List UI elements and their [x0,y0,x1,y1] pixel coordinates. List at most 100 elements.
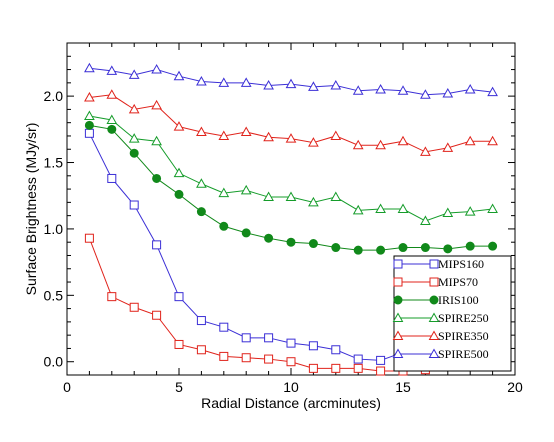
series-line [89,124,493,251]
legend-label: MIPS70 [438,275,478,289]
data-point [376,366,386,376]
data-point [488,241,498,251]
data-point [442,87,454,98]
data-point [331,345,341,355]
data-point [84,128,94,138]
legend-marker [393,295,403,305]
data-point [308,81,319,91]
data-point [84,91,95,102]
x-tick-label: 20 [507,379,523,395]
data-point [464,83,476,94]
y-tick-label: 0.0 [44,354,64,370]
data-point [263,79,274,90]
data-point [398,243,408,253]
data-point [129,148,139,158]
data-point [285,191,297,202]
legend: MIPS160 MIPS70 IRIS100 SPIRE250 SPIRE350 SPIR… [392,255,512,372]
data-point [397,135,409,146]
legend-label: MIPS160 [438,257,484,271]
data-point [420,146,431,156]
data-point [241,228,251,238]
legend-marker [392,348,404,358]
data-point [420,215,431,225]
data-point [308,363,318,373]
data-point [106,89,118,99]
data-point [331,363,341,373]
data-point [352,85,364,95]
data-point [353,363,363,373]
data-point [308,239,318,249]
data-point [442,142,454,152]
data-point [263,191,274,202]
data-point [196,345,206,355]
data-point [420,243,430,253]
series-line [89,94,493,153]
x-tick-label: 5 [175,379,183,395]
data-point [151,99,162,110]
y-axis-title: Surface Brightness (MJy/sr) [23,123,39,296]
data-point [308,341,318,351]
data-point [84,62,95,73]
data-point [264,333,274,343]
legend-marker [429,295,439,305]
data-point [375,203,386,213]
data-point [196,207,206,217]
series-spire350 [84,89,498,156]
data-point [241,353,251,363]
data-point [352,204,364,215]
x-tick-label: 10 [283,379,299,395]
y-tick-label: 0.5 [44,287,64,303]
data-point [286,338,296,348]
legend-marker [428,330,440,340]
series-line [89,115,493,222]
x-tick-label: 0 [63,379,71,395]
data-point [219,322,229,332]
data-point [84,110,95,121]
legend-label: IRIS100 [438,293,479,307]
data-point [219,351,229,361]
data-point [240,184,252,195]
data-point [174,189,184,199]
data-point [84,120,94,130]
data-point [375,139,386,150]
data-point [330,191,342,202]
data-point [263,131,274,142]
data-point [285,78,297,89]
data-point [241,333,251,343]
data-point [353,245,363,255]
data-point [173,70,185,81]
data-point [173,121,185,131]
data-point [196,316,206,326]
data-point [286,357,296,367]
data-point [442,207,454,217]
data-point [352,139,364,150]
data-point [174,292,184,302]
data-point [174,339,184,349]
data-point [420,89,431,99]
data-point [196,126,207,136]
data-point [152,240,162,250]
legend-marker [429,259,439,269]
data-point [397,203,409,213]
data-point [285,133,297,143]
data-point [487,135,498,146]
data-point [376,245,386,255]
legend-marker [428,348,440,358]
data-point [286,237,296,247]
data-point [465,241,475,251]
data-point [397,85,409,95]
data-point [129,302,139,312]
data-point [152,310,162,320]
data-point [264,354,274,364]
data-point [196,75,207,86]
data-point [151,64,162,74]
legend-marker [393,259,403,269]
data-point [128,69,140,79]
data-point [376,355,386,365]
data-point [308,137,319,147]
series-spire250 [84,110,498,225]
data-point [107,124,117,134]
data-point [106,65,118,75]
legend-box [393,255,512,372]
data-point [84,233,94,243]
